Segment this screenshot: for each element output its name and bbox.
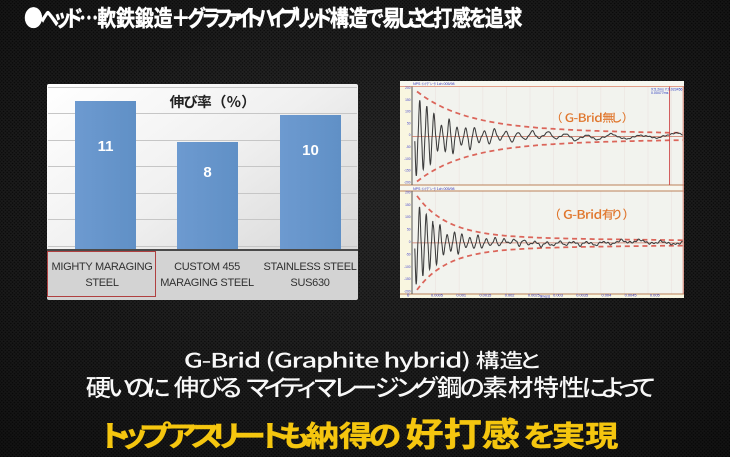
svg-text:0.0035: 0.0035 — [576, 293, 588, 298]
svg-text:-100: -100 — [404, 157, 411, 161]
svg-text:50: 50 — [407, 121, 411, 125]
svg-text:100: 100 — [405, 110, 411, 114]
svg-text:-100: -100 — [404, 265, 411, 269]
svg-text:0.00477ms: 0.00477ms — [651, 91, 669, 95]
svg-text:-50: -50 — [406, 252, 411, 256]
svg-text:200: 200 — [405, 86, 411, 90]
svg-text:0: 0 — [409, 133, 411, 137]
svg-text:-50: -50 — [406, 145, 411, 149]
svg-text:0.002: 0.002 — [505, 293, 515, 298]
svg-text:-200: -200 — [404, 290, 411, 294]
svg-text:-150: -150 — [404, 277, 411, 281]
svg-text:0: 0 — [409, 240, 411, 244]
svg-text:150: 150 — [405, 98, 411, 102]
svg-text:time(s): time(s) — [540, 294, 550, 298]
svg-text:-200: -200 — [404, 181, 411, 185]
svg-text:0: 0 — [407, 293, 410, 298]
svg-text:100: 100 — [405, 215, 411, 219]
svg-text:0.0025: 0.0025 — [528, 293, 540, 298]
svg-text:-150: -150 — [404, 169, 411, 173]
svg-text:0.005: 0.005 — [650, 293, 660, 298]
svg-text:NPS ｲﾝﾃｸﾞﾚｰﾀ 1ch 005/98: NPS ｲﾝﾃｸﾞﾚｰﾀ 1ch 005/98 — [413, 81, 455, 86]
svg-text:50: 50 — [407, 228, 411, 232]
svg-text:X:5.2ms Y:0.023456: X:5.2ms Y:0.023456 — [651, 88, 683, 92]
svg-text:NPS ｲﾝﾃｸﾞﾚｰﾀ 1ch 005/98: NPS ｲﾝﾃｸﾞﾚｰﾀ 1ch 005/98 — [413, 186, 455, 191]
svg-text:0.0045: 0.0045 — [625, 293, 637, 298]
svg-text:0.004: 0.004 — [602, 293, 613, 298]
svg-text:0.003: 0.003 — [553, 293, 563, 298]
svg-text:150: 150 — [405, 203, 411, 207]
svg-text:200: 200 — [405, 191, 411, 195]
svg-text:0.001: 0.001 — [456, 293, 466, 298]
svg-text:0.0015: 0.0015 — [479, 293, 491, 298]
svg-text:0.0005: 0.0005 — [431, 293, 443, 298]
